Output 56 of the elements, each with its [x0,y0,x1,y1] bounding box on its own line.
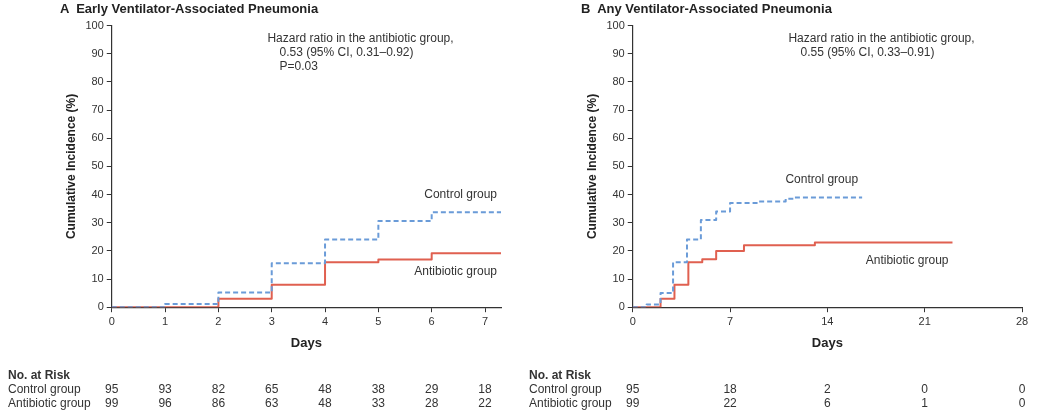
x-tick-label: 0 [108,314,115,327]
y-tick-label: 70 [612,103,625,116]
chart-title: A Early Ventilator-Associated Pneumonia [60,1,319,17]
annotation: Hazard ratio in the antibiotic group, [788,30,975,45]
x-tick-label: 21 [918,314,931,327]
y-axis-title: Cumulative Incidence (%) [584,93,599,240]
y-tick-label: 0 [97,300,104,313]
text: Antibiotic group 99 96 86 63 48 33 28 22 [8,396,492,411]
y-tick-label: 20 [612,243,625,256]
y-tick-label: 80 [91,74,104,87]
text: Control group 95 18 2 0 0 [529,382,1026,397]
y-tick-label: 0 [618,300,625,313]
y-tick-label: 50 [91,159,104,172]
y-tick-label: 40 [91,187,104,200]
x-tick-label: 7 [727,314,734,327]
y-axis-title: Cumulative Incidence (%) [63,93,78,240]
text: No. at Risk [8,368,71,383]
annotation: Hazard ratio in the antibiotic group, [267,30,454,45]
y-tick-label: 70 [91,103,104,116]
y-tick-label: 10 [91,272,104,285]
y-tick-label: 60 [91,131,104,144]
x-axis-title: Days [290,334,322,350]
series-label: Antibiotic group [414,264,498,279]
x-tick-label: 2 [215,314,222,327]
series-label: Control group [424,187,498,202]
series-label: Control group [785,172,859,187]
x-tick-label: 3 [268,314,275,327]
chart-title: B Any Ventilator-Associated Pneumonia [581,1,833,17]
x-tick-label: 28 [1015,314,1029,327]
y-tick-label: 20 [91,243,104,256]
x-tick-label: 5 [375,314,382,327]
y-tick-label: 50 [612,159,625,172]
x-tick-label: 7 [481,314,489,327]
text: No. at Risk [529,368,592,383]
x-tick-label: 1 [162,314,169,327]
y-tick-label: 10 [612,272,625,285]
annotation: 0.55 (95% CI, 0.33–0.91) [800,44,935,59]
annotation: P=0.03 [279,58,319,73]
x-tick-label: 4 [321,314,329,327]
y-tick-label: 40 [612,187,625,200]
y-tick-label: 80 [612,74,625,87]
series-label: Antibiotic group [865,253,949,268]
y-tick-label: 100 [85,18,104,31]
text: Antibiotic group 99 22 6 1 0 [529,396,1026,411]
x-tick-label: 6 [428,314,435,327]
y-tick-label: 90 [91,46,104,59]
y-tick-label: 30 [91,215,104,228]
y-tick-label: 90 [612,46,625,59]
y-tick-label: 100 [606,18,625,31]
x-axis-title: Days [811,334,843,350]
x-tick-label: 0 [629,314,636,327]
annotation: 0.53 (95% CI, 0.31–0.92) [279,44,414,59]
text: Control group 95 93 82 65 48 38 29 18 [8,382,492,397]
y-tick-label: 30 [612,215,625,228]
x-tick-label: 14 [821,314,834,327]
y-tick-label: 60 [612,131,625,144]
